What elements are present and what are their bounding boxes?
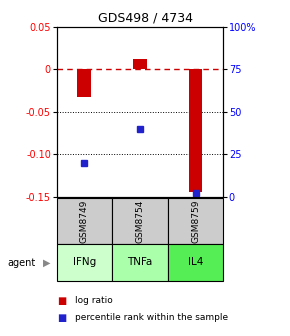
- Text: TNFa: TNFa: [127, 257, 153, 267]
- Text: GDS498 / 4734: GDS498 / 4734: [97, 12, 193, 25]
- Bar: [133, 59, 147, 69]
- Text: IFNg: IFNg: [73, 257, 96, 267]
- Text: GSM8749: GSM8749: [80, 199, 89, 243]
- Text: ■: ■: [57, 296, 66, 306]
- Bar: [168, 244, 223, 281]
- Bar: [112, 244, 168, 281]
- Bar: [57, 244, 112, 281]
- Text: agent: agent: [7, 258, 35, 268]
- Text: ▶: ▶: [43, 258, 50, 268]
- Bar: [57, 198, 112, 244]
- Text: GSM8759: GSM8759: [191, 199, 200, 243]
- Text: ■: ■: [57, 312, 66, 323]
- Text: log ratio: log ratio: [75, 296, 113, 305]
- Text: percentile rank within the sample: percentile rank within the sample: [75, 313, 229, 322]
- Bar: [77, 69, 91, 97]
- Text: IL4: IL4: [188, 257, 203, 267]
- Bar: [188, 69, 202, 192]
- Text: GSM8754: GSM8754: [135, 199, 144, 243]
- Bar: [168, 198, 223, 244]
- Bar: [112, 198, 168, 244]
